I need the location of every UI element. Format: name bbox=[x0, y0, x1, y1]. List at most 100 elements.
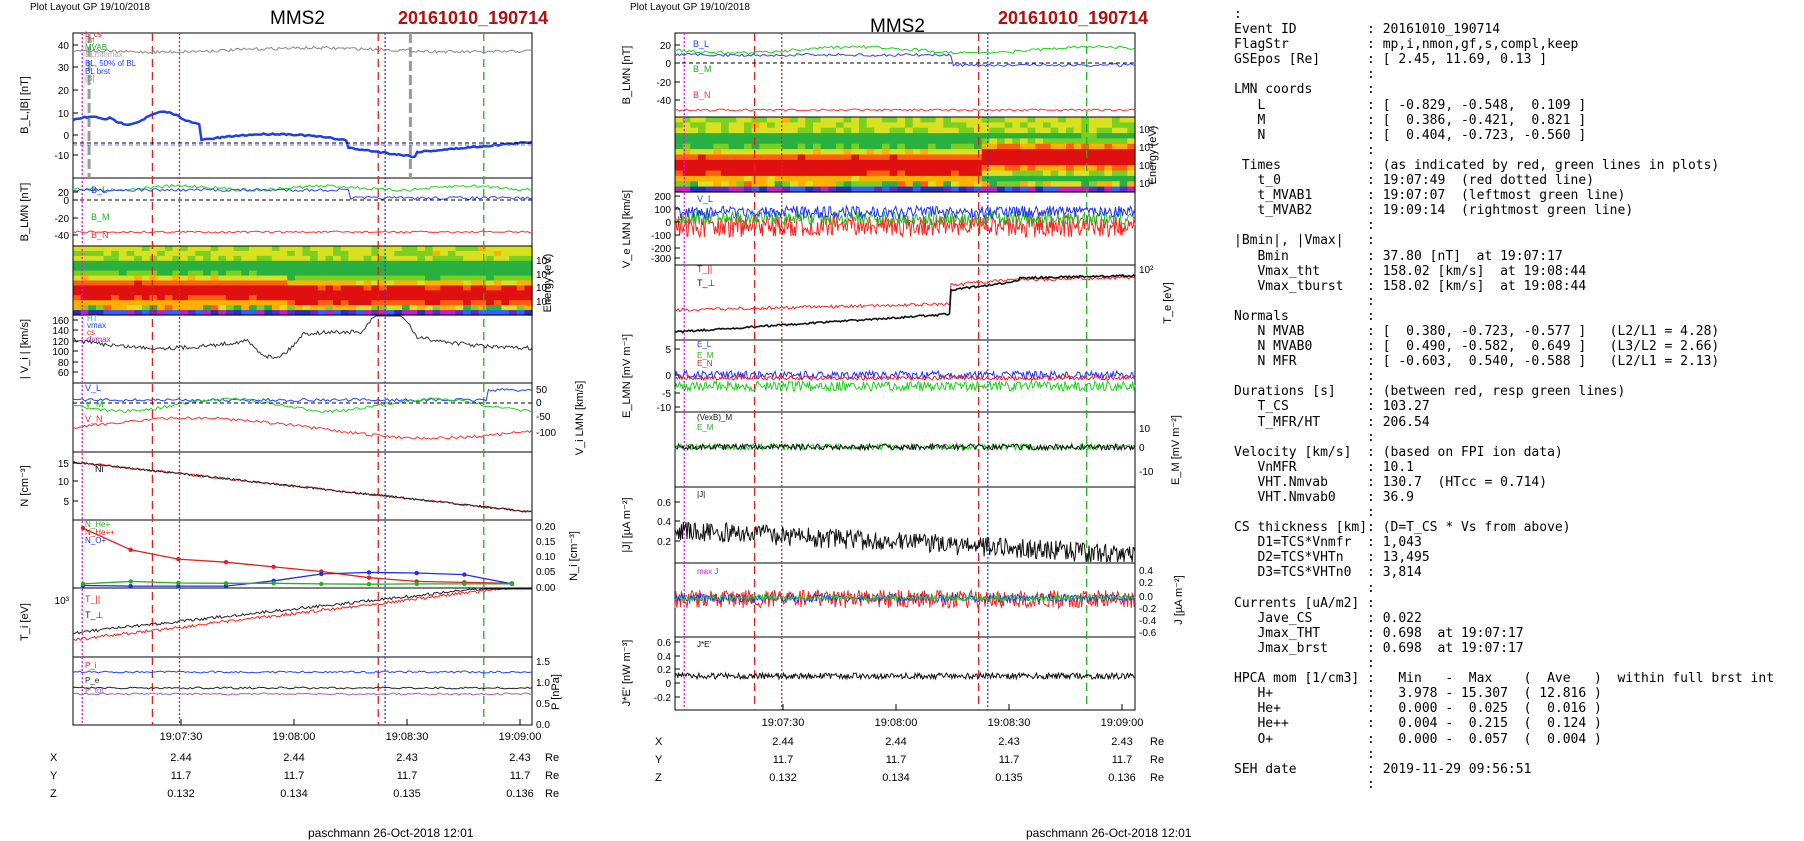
info-line: Velocity [km/s] : (based on FPI ion data… bbox=[1234, 444, 1563, 460]
spectrogram-cell bbox=[889, 149, 898, 156]
series-T-para bbox=[72, 588, 532, 642]
spectrogram-cell bbox=[774, 143, 783, 150]
spectrogram-cell bbox=[797, 181, 806, 188]
spectrogram-cell bbox=[974, 133, 983, 140]
spectrogram-cell bbox=[516, 290, 525, 296]
spectrogram-cell bbox=[797, 165, 806, 172]
spectrogram-cell bbox=[928, 138, 937, 145]
spectrogram-cell bbox=[509, 285, 518, 291]
spectrogram-cell bbox=[997, 133, 1006, 140]
spectrogram-cell bbox=[164, 285, 174, 291]
spectrogram-cell bbox=[249, 246, 258, 252]
spectrogram-cell bbox=[935, 149, 944, 156]
info-line: Jmax_THT : 0.698 at 19:07:17 bbox=[1234, 625, 1524, 641]
spectrogram-cell bbox=[874, 165, 883, 172]
spectrogram-cell bbox=[981, 159, 990, 166]
y-tick-label: 60 bbox=[58, 368, 70, 379]
spectrogram-cell bbox=[774, 122, 783, 129]
y-tick-label: 10¹ bbox=[536, 297, 551, 308]
legend-entry: T_|| bbox=[85, 594, 100, 604]
coord-value: 11.7 bbox=[510, 770, 531, 782]
spectrogram-cell bbox=[409, 310, 418, 316]
spectrogram-cell bbox=[836, 127, 845, 134]
spectrogram-cell bbox=[73, 246, 82, 252]
spectrogram-cell bbox=[111, 260, 120, 267]
spectrogram-cell bbox=[705, 175, 714, 182]
spectrogram-cell bbox=[463, 305, 472, 311]
spectrogram-cell bbox=[96, 290, 105, 296]
spectrogram-cell bbox=[805, 127, 814, 134]
spectrogram-cell bbox=[705, 117, 714, 123]
spectrogram-cell bbox=[118, 250, 128, 257]
spectrogram-cell bbox=[149, 295, 158, 301]
spectrogram-cell bbox=[928, 154, 937, 161]
spectrogram-cell bbox=[744, 159, 753, 166]
spectrogram-cell bbox=[759, 165, 768, 172]
spectrogram-cell bbox=[379, 270, 388, 277]
spectrogram-cell bbox=[256, 300, 265, 306]
spectrogram-cell bbox=[828, 186, 837, 193]
legend-entry: L_cs bbox=[85, 30, 102, 39]
spectrogram-cell bbox=[134, 270, 143, 277]
spectrogram-cell bbox=[721, 143, 730, 150]
spectrogram-cell bbox=[356, 305, 365, 311]
spectrogram-cell bbox=[356, 290, 365, 296]
spectrogram-cell bbox=[1043, 170, 1052, 177]
spectrogram-cell bbox=[409, 260, 418, 267]
spectrogram-cell bbox=[843, 175, 852, 182]
spectrogram-cell bbox=[126, 270, 135, 277]
spectrogram-cell bbox=[203, 246, 212, 252]
spectrogram-cell bbox=[728, 127, 737, 134]
spectrogram-cell bbox=[767, 143, 776, 150]
spectrogram-cell bbox=[226, 310, 235, 316]
info-line: : bbox=[1234, 776, 1375, 792]
series-He++ bbox=[82, 527, 513, 584]
spectrogram-cell bbox=[859, 127, 868, 134]
spectrogram-cell bbox=[279, 260, 288, 267]
spectrogram-cell bbox=[96, 295, 105, 301]
spectrogram-cell bbox=[989, 186, 998, 193]
spectrogram-cell bbox=[310, 270, 319, 277]
spectrogram-cell bbox=[843, 186, 852, 193]
spectrogram-cell bbox=[317, 250, 327, 257]
spectrogram-cell bbox=[88, 305, 97, 311]
spectrogram-cell bbox=[241, 310, 250, 316]
spectrogram-cell bbox=[1073, 186, 1082, 193]
spectrogram-cell bbox=[88, 250, 97, 257]
spectrogram-cell bbox=[751, 133, 760, 140]
spectrogram-cell bbox=[172, 310, 181, 316]
spectrogram-cell bbox=[470, 275, 480, 282]
spectrogram-cell bbox=[73, 290, 82, 296]
spectrogram-cell bbox=[813, 127, 822, 134]
spectrogram-cell bbox=[981, 127, 990, 134]
spectrogram-cell bbox=[294, 295, 304, 301]
series-BN bbox=[72, 230, 533, 234]
spectrogram-cell bbox=[524, 250, 533, 257]
spectrogram-cell bbox=[134, 255, 143, 262]
spectrogram-cell bbox=[73, 270, 82, 277]
spectrogram-cell bbox=[705, 149, 714, 156]
spectrogram-cell bbox=[371, 260, 380, 267]
y-tick-label: 0 bbox=[665, 371, 671, 382]
spectrogram-cell bbox=[302, 290, 311, 296]
spectrogram-cell bbox=[524, 300, 533, 306]
spectrogram-cell bbox=[1012, 154, 1021, 161]
spectrogram-cell bbox=[759, 159, 768, 166]
spectrogram-cell bbox=[1012, 117, 1021, 123]
spectrogram-cell bbox=[394, 285, 403, 291]
spectrogram-cell bbox=[790, 181, 799, 188]
spectrogram-cell bbox=[736, 138, 745, 145]
spectrogram-cell bbox=[103, 295, 112, 301]
spectrogram-cell bbox=[180, 295, 189, 301]
spectrogram-cell bbox=[1089, 181, 1098, 188]
spectrogram-cell bbox=[705, 181, 714, 188]
spectrogram-cell bbox=[1058, 186, 1067, 193]
spectrogram-cell bbox=[943, 175, 952, 182]
spectrogram-cell bbox=[264, 300, 273, 306]
spectrogram-cell bbox=[1012, 122, 1021, 129]
spectrogram-cell bbox=[424, 260, 434, 267]
spectrogram-cell bbox=[73, 275, 82, 282]
spectrogram-cell bbox=[813, 165, 822, 172]
spectrogram-cell bbox=[509, 260, 518, 267]
spectrogram-cell bbox=[417, 255, 426, 262]
